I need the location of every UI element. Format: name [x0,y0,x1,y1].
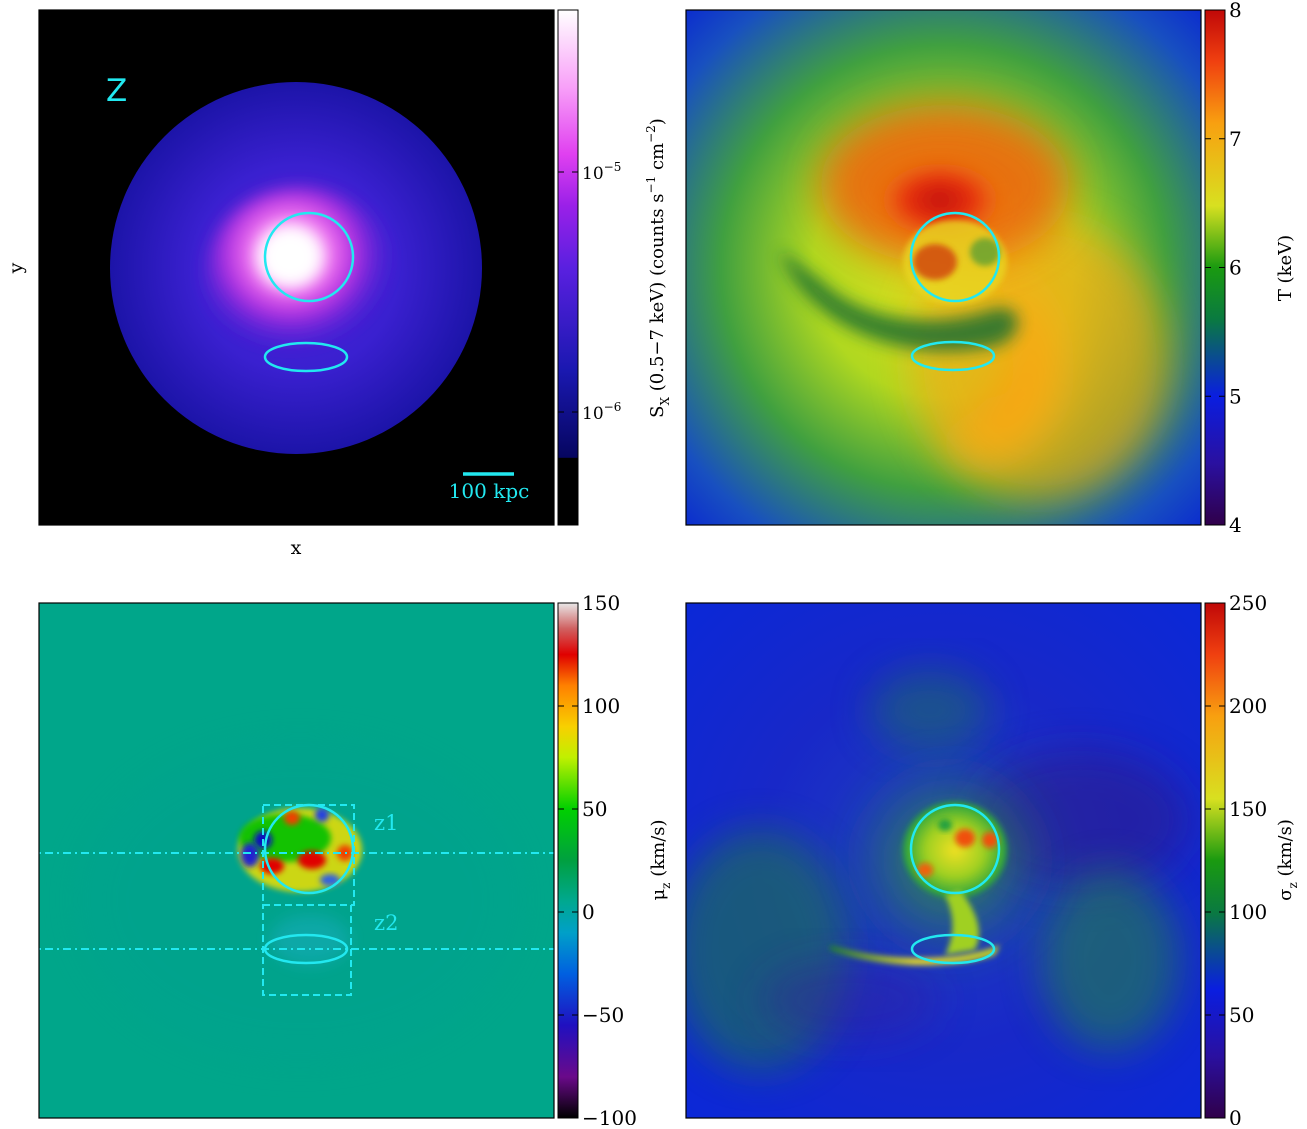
x-axis-label: x [291,537,302,559]
region-label-z1: z1 [374,811,398,835]
temperature-tick-label: 5 [1229,384,1242,408]
velocity-tick-label: 0 [582,900,595,924]
dispersion-tick-label: 200 [1229,694,1267,718]
projection-label: Z [106,73,127,109]
scalebar-label: 100 kpc [449,479,530,503]
velocity-tick-label: 50 [582,797,607,821]
temperature-tick-label: 6 [1229,256,1242,280]
panel-surface-brightness: Z 100 kpc x y 10−5 10−6 SX (0.5−7 keV) (… [5,9,672,559]
colorbar-dispersion-ticks: 0 50 100 150 200 250 [1205,591,1267,1129]
colorbar-temperature: 4 5 6 7 8 T (keV) [1204,0,1296,537]
colorbar-sx: 10−5 10−6 SX (0.5−7 keV) (counts s−1 cm−… [557,9,672,526]
colorbar-temperature-label: T (keV) [1275,235,1296,301]
sx-image [39,10,554,525]
panel-dispersion: 0 50 100 150 200 250 σz (km/s) [685,591,1300,1129]
temperature-tick-label: 8 [1229,0,1242,22]
dispersion-tick-label: 100 [1229,900,1267,924]
velocity-tick-label: −50 [582,1003,624,1027]
velocity-tick-label: 100 [582,694,620,718]
velocity-image [39,603,554,1118]
y-axis-label: y [5,262,27,274]
colorbar-velocity-ticks: −100 −50 0 50 100 150 [558,591,637,1129]
dispersion-tick-label: 0 [1229,1106,1242,1125]
tick-label-sx-1e-6: 10−6 [582,400,621,424]
colorbar-dispersion-label: σz (km/s) [1275,819,1300,901]
dispersion-hotspots [917,819,998,877]
velocity-tick-label: 150 [582,591,620,615]
region-label-z2: z2 [374,911,398,935]
velocity-tick-label: −100 [582,1106,637,1125]
panel-temperature: 4 5 6 7 8 T (keV) [685,0,1296,537]
dispersion-tick-label: 50 [1229,1003,1254,1027]
dispersion-image [686,603,1201,1118]
panel-velocity: z1 z2 −100 −50 0 50 100 150 μz (km/s) [38,591,673,1129]
tick-label-sx-1e-5: 10−5 [582,160,621,184]
dispersion-tick-label: 150 [1229,797,1267,821]
temperature-tick-label: 4 [1229,513,1242,537]
colorbar-dispersion: 0 50 100 150 200 250 σz (km/s) [1204,591,1300,1129]
temperature-tick-label: 7 [1229,127,1242,151]
colorbar-sx-ticks: 10−5 10−6 [558,160,621,424]
region-overlays [39,803,554,996]
colorbar-sx-label: SX (0.5−7 keV) (counts s−1 cm−2) [644,118,672,418]
temperature-image [686,10,1201,525]
colorbar-velocity: −100 −50 0 50 100 150 μz (km/s) [557,591,673,1129]
colorbar-velocity-label: μz (km/s) [648,819,673,900]
colorbar-temperature-ticks: 4 5 6 7 8 [1205,0,1242,537]
dispersion-tick-label: 250 [1229,591,1267,615]
